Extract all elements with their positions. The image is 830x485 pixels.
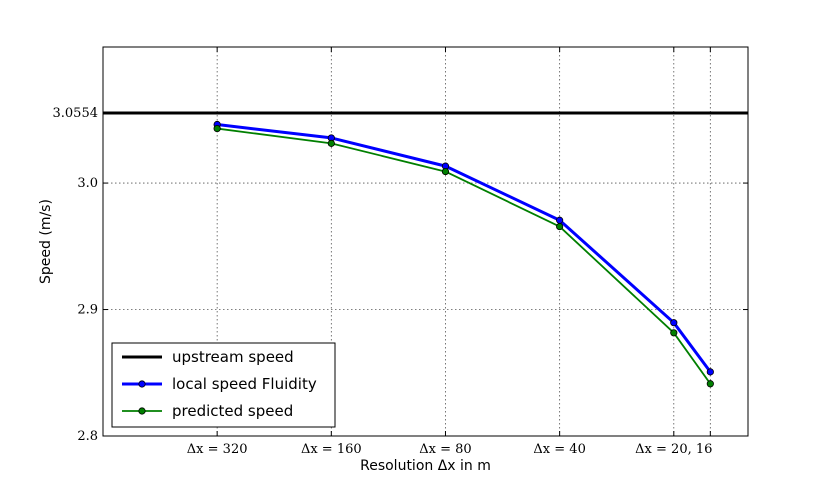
x-tick-label: Δx = 80 bbox=[419, 442, 471, 457]
local-speed-fluidity-point bbox=[706, 368, 714, 376]
local-speed-fluidity-point bbox=[556, 216, 564, 224]
legend-local-speed-marker bbox=[138, 380, 146, 388]
predicted-speed-point bbox=[441, 167, 450, 176]
y-tick-label: 2.8 bbox=[77, 429, 98, 444]
legend-predicted-speed-marker bbox=[138, 407, 146, 415]
x-tick-label: Δx = 160 bbox=[301, 442, 362, 457]
y-axis-title: Speed (m/s) bbox=[38, 199, 54, 284]
y-tick-label: 2.9 bbox=[77, 303, 98, 318]
y-tick-label: 3.0 bbox=[77, 176, 98, 191]
local-speed-fluidity-line bbox=[216, 123, 712, 373]
predicted-speed-point bbox=[706, 380, 714, 388]
legend-upstream-speed-label: upstream speed bbox=[172, 348, 294, 366]
predicted-speed-point bbox=[327, 139, 335, 147]
ticks: Δx = 320 Δx = 160 Δx = 80 Δx = 40 Δx = 20, 1… bbox=[53, 47, 748, 457]
predicted-speed-point bbox=[670, 329, 678, 337]
local-speed-fluidity-point bbox=[670, 319, 678, 327]
legend-local-speed-label: local speed Fluidity bbox=[172, 375, 317, 393]
x-tick-label: Δx = 40 bbox=[533, 442, 585, 457]
predicted-speed-point bbox=[213, 124, 221, 133]
y-tick-label: 3.0554 bbox=[53, 106, 99, 121]
series-group bbox=[213, 120, 714, 388]
plot-frame bbox=[102, 46, 749, 437]
x-axis-title: Resolution Δx in m bbox=[360, 458, 491, 474]
x-tick-label: Δx = 20, 16 bbox=[635, 442, 712, 457]
x-tick-label: Δx = 320 bbox=[187, 442, 248, 457]
legend: upstream speed local speed Fluidity pred… bbox=[111, 342, 336, 428]
predicted-speed-point bbox=[556, 222, 564, 231]
legend-predicted-speed-label: predicted speed bbox=[172, 402, 293, 420]
predicted-speed-line bbox=[217, 127, 712, 385]
